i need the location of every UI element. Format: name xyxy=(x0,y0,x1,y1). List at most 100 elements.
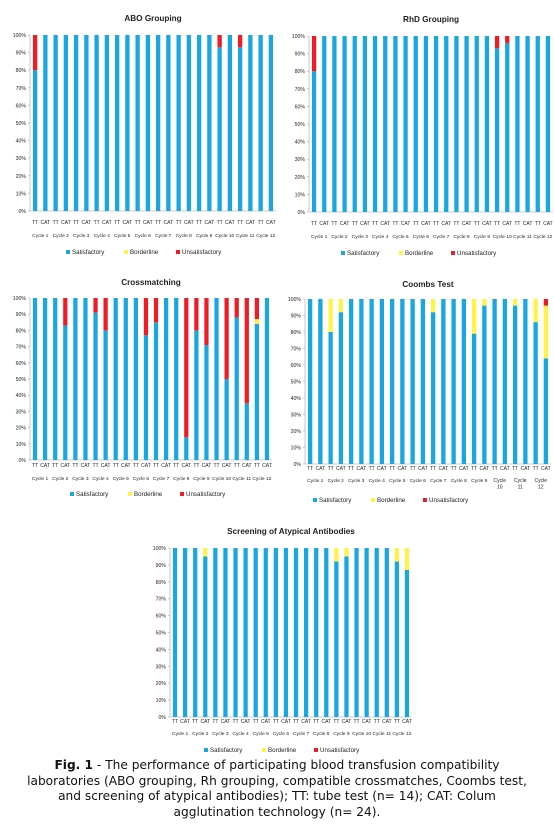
x-tick-label: CAT xyxy=(101,463,111,469)
x-tick-label: CAT xyxy=(418,466,428,472)
x-tick-label: TT xyxy=(32,220,38,226)
group-label: Cycle xyxy=(493,478,506,484)
x-tick-label: CAT xyxy=(266,220,276,226)
y-tick-label: 10% xyxy=(16,442,27,448)
bar-segment-unsatisfactory xyxy=(194,298,199,331)
bar-segment-satisfactory xyxy=(113,298,118,460)
x-tick-label: TT xyxy=(114,220,120,226)
y-tick-label: 70% xyxy=(156,597,167,603)
group-label: Cycle 2 xyxy=(328,478,345,484)
y-tick-label: 90% xyxy=(291,314,302,320)
bar-segment-satisfactory xyxy=(84,35,89,211)
bar-segment-satisfactory xyxy=(344,556,349,717)
group-label: Cycle 4 xyxy=(372,234,389,240)
legend-swatch xyxy=(180,492,184,496)
x-tick-label: CAT xyxy=(321,719,331,725)
x-tick-label: TT xyxy=(155,220,161,226)
chart-title: RhD Grouping xyxy=(403,15,459,24)
x-tick-label: CAT xyxy=(82,220,92,226)
x-tick-label: TT xyxy=(135,220,141,226)
x-tick-label: CAT xyxy=(164,220,174,226)
group-label: Cycle 5 xyxy=(253,731,270,737)
x-tick-label: CAT xyxy=(242,463,252,469)
group-label: Cycle 10 xyxy=(215,233,234,239)
x-tick-label: CAT xyxy=(357,466,367,472)
legend-swatch xyxy=(423,498,427,502)
x-tick-label: TT xyxy=(331,221,337,227)
y-tick-label: 40% xyxy=(16,393,27,399)
bar-segment-satisfactory xyxy=(535,36,540,212)
y-tick-label: 30% xyxy=(295,157,306,163)
bar-segment-satisfactory xyxy=(193,548,198,717)
bar-segment-satisfactory xyxy=(293,548,299,717)
x-tick-label: TT xyxy=(348,466,354,472)
x-tick-label: TT xyxy=(372,221,378,227)
x-tick-label: TT xyxy=(535,221,541,227)
bar-segment-satisfactory xyxy=(444,36,449,212)
bar-segment-satisfactory xyxy=(214,298,219,460)
bar-segment-satisfactory xyxy=(224,379,229,460)
y-tick-label: 0% xyxy=(294,462,302,468)
x-tick-label: TT xyxy=(234,463,240,469)
bar-segment-satisfactory xyxy=(374,548,379,717)
y-tick-label: 70% xyxy=(291,347,302,353)
bar-segment-satisfactory xyxy=(334,561,339,717)
x-tick-label: CAT xyxy=(180,719,190,725)
x-tick-label: TT xyxy=(196,220,202,226)
x-tick-label: TT xyxy=(494,221,500,227)
bar-segment-satisfactory xyxy=(423,36,429,212)
y-tick-label: 40% xyxy=(156,647,167,653)
group-label: Cycle 7 xyxy=(293,731,310,737)
x-tick-label: TT xyxy=(232,719,238,725)
x-tick-label: TT xyxy=(193,463,199,469)
group-label: Cycle 3 xyxy=(72,476,89,482)
x-tick-label: TT xyxy=(430,466,436,472)
x-tick-label: CAT xyxy=(502,221,512,227)
bar-segment-unsatisfactory xyxy=(254,298,259,320)
bar-segment-unsatisfactory xyxy=(184,298,189,438)
y-tick-label: 70% xyxy=(16,345,27,351)
bar-segment-satisfactory xyxy=(227,35,233,211)
x-tick-label: CAT xyxy=(225,220,235,226)
y-tick-label: 90% xyxy=(16,51,27,57)
x-tick-label: TT xyxy=(394,719,400,725)
x-tick-label: CAT xyxy=(102,220,112,226)
legend-swatch xyxy=(66,250,70,254)
x-tick-label: CAT xyxy=(161,463,171,469)
legend-swatch xyxy=(314,748,318,752)
group-label: Cycle 3 xyxy=(212,731,229,737)
bar-segment-satisfactory xyxy=(196,35,202,211)
group-label: Cycle 6 xyxy=(133,476,150,482)
legend-label: Borderline xyxy=(268,747,297,754)
bar-segment-satisfactory xyxy=(145,35,151,211)
rhd-grouping-chart: RhD Grouping 0% 10% 20% 30% 40% 50% 60% 70% 80% 90… xyxy=(281,8,553,260)
group-label: Cycle 3 xyxy=(348,478,365,484)
bar-segment-satisfactory xyxy=(73,298,78,460)
y-tick-label: 20% xyxy=(16,426,27,432)
chart-svg: Crossmatching 0% 10% 20% 30% 40% 50% 60% 70% 80% 9… xyxy=(13,278,272,498)
bar-segment-satisfactory xyxy=(184,437,189,460)
x-tick-label: CAT xyxy=(340,221,350,227)
x-tick-label: TT xyxy=(176,220,182,226)
x-tick-label: TT xyxy=(73,220,79,226)
group-label: Cycle 6 xyxy=(135,233,152,239)
group-label: Cycle 4 xyxy=(232,731,249,737)
y-tick-label: 70% xyxy=(295,87,306,93)
y-tick-label: 80% xyxy=(16,328,27,334)
legend-swatch xyxy=(176,250,180,254)
y-tick-label: 10% xyxy=(156,698,167,704)
x-tick-label: TT xyxy=(254,463,260,469)
coombs-test-chart: Coombs Test 0% 10% 20% 30% 40% 50% 60% 70% 80% 90%… xyxy=(283,276,551,508)
bar-segment-satisfactory xyxy=(248,35,253,211)
bar-segment-satisfactory xyxy=(389,299,395,464)
bar-segment-satisfactory xyxy=(543,358,549,464)
x-tick-label: TT xyxy=(173,463,179,469)
bar-segment-satisfactory xyxy=(263,548,268,717)
chart-svg: Coombs Test 0% 10% 20% 30% 40% 50% 60% 70% 80% 90%… xyxy=(288,280,551,504)
bar-segment-satisfactory xyxy=(53,35,58,211)
x-tick-label: CAT xyxy=(402,719,412,725)
legend-label: Borderline xyxy=(377,497,406,504)
bar-segment-satisfactory xyxy=(359,299,364,464)
bar-segment-satisfactory xyxy=(43,298,48,460)
bar-segment-satisfactory xyxy=(73,35,79,211)
